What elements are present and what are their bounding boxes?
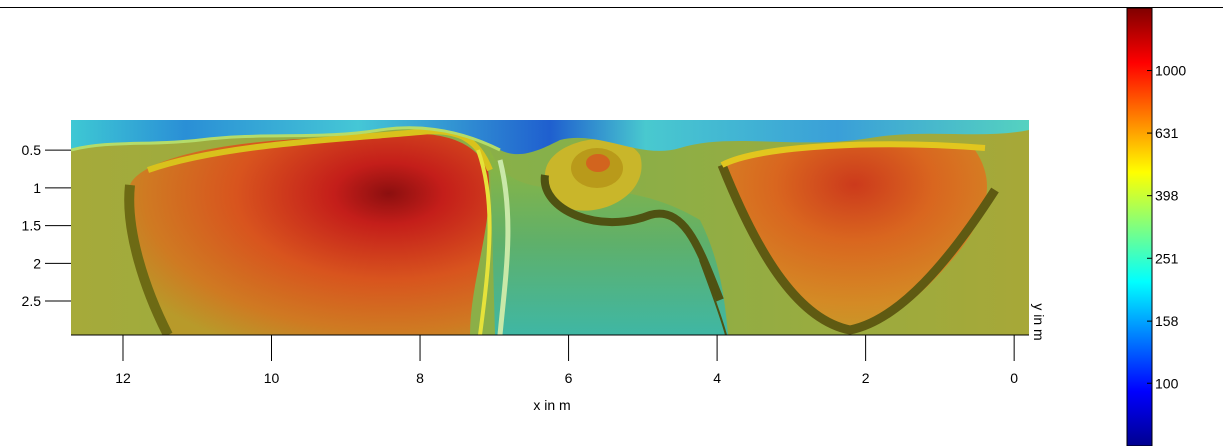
x-tick-label: 4 bbox=[713, 370, 721, 386]
colorbar-tick-label: 158 bbox=[1155, 313, 1179, 329]
colorbar-tick-label: 100 bbox=[1155, 375, 1179, 391]
top-border bbox=[0, 7, 1223, 8]
x-tick-label: 10 bbox=[264, 370, 280, 386]
x-tick-label: 2 bbox=[862, 370, 870, 386]
colorbar-tick-label: 251 bbox=[1155, 250, 1179, 266]
colorbar-tick-label: 1000 bbox=[1155, 63, 1186, 79]
y-tick-label: 2 bbox=[33, 255, 41, 271]
colorbar-tick-label: 631 bbox=[1155, 125, 1179, 141]
y-tick-label: 1 bbox=[33, 180, 41, 196]
colorbar-tick-label: 398 bbox=[1155, 188, 1179, 204]
colorbar-ticks: 100 158 251 398 631 1000 bbox=[1147, 63, 1186, 391]
y-axis-ticks: 0.5 1 1.5 2 2.5 bbox=[22, 142, 71, 309]
x-tick-label: 12 bbox=[115, 370, 131, 386]
x-tick-label: 0 bbox=[1010, 370, 1018, 386]
y-tick-label: 0.5 bbox=[22, 142, 42, 158]
resistivity-image bbox=[71, 120, 1029, 335]
x-tick-label: 6 bbox=[565, 370, 573, 386]
colorbar bbox=[1126, 7, 1153, 446]
y-tick-label: 1.5 bbox=[22, 218, 42, 234]
x-axis-label: x in m bbox=[533, 397, 570, 413]
x-tick-label: 8 bbox=[416, 370, 424, 386]
y-axis-label: y in m bbox=[1031, 303, 1047, 340]
x-axis-ticks: 12 10 8 6 4 2 0 bbox=[115, 335, 1018, 386]
y-tick-label: 2.5 bbox=[22, 293, 42, 309]
